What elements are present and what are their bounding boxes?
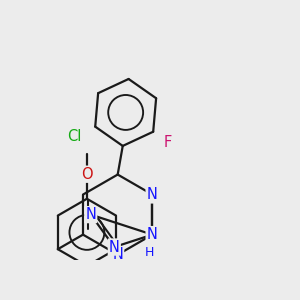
Text: N: N bbox=[147, 227, 158, 242]
Text: N: N bbox=[112, 247, 123, 262]
Text: N: N bbox=[147, 227, 158, 242]
Text: N: N bbox=[147, 187, 158, 202]
Text: H: H bbox=[145, 246, 154, 259]
Text: F: F bbox=[164, 135, 172, 150]
Text: O: O bbox=[81, 167, 93, 182]
Text: N: N bbox=[147, 227, 158, 242]
Text: N: N bbox=[147, 187, 158, 202]
Text: Cl: Cl bbox=[68, 129, 82, 144]
Text: N: N bbox=[85, 207, 96, 222]
Text: N: N bbox=[147, 187, 158, 202]
Text: N: N bbox=[109, 239, 120, 254]
